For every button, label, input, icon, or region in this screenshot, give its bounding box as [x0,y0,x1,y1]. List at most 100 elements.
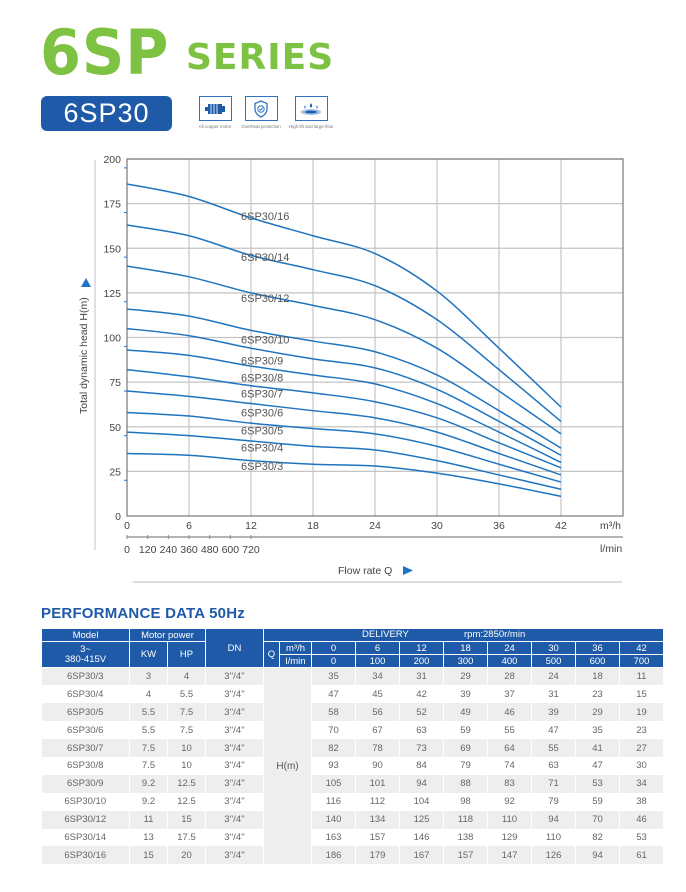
table-row: 6SP30/6 5.5 7.5 3''/4'' 70 67 63 59 55 47 35 23 [41,721,665,740]
cell-head: 55 [531,739,576,757]
cell-head: 74 [487,756,532,775]
feature-label: High lift and large flow [288,124,334,129]
plot-area [126,158,624,517]
cell-head: 18 [575,667,620,686]
cell-head: 29 [443,667,488,686]
curve-label: 6SP30/12 [241,293,289,305]
cell-head: 46 [619,810,665,829]
cell-head: 29 [575,703,620,722]
cell-kw: 7.5 [129,756,168,775]
cell-head: 59 [443,721,488,740]
table-row: 6SP30/12 11 15 3''/4'' 140 134 125 118 110 94 70 46 [41,810,665,829]
flow-lmin: 700 [618,654,665,668]
curve-label: 6SP30/14 [241,252,289,264]
cell-head: 69 [443,739,488,757]
x-tick-label: 36 [493,520,505,532]
curve-label: 6SP30/8 [241,373,283,385]
x-tick-label: 30 [431,520,443,532]
y-tick-label: 75 [109,377,121,389]
cell-hp: 20 [167,846,206,865]
table-row: 6SP30/16 15 20 3''/4'' 186 179 167 157 147 126 94 6… [41,846,665,865]
cell-head: 116 [311,792,356,811]
cell-kw: 9.2 [129,792,168,811]
x-tick-label: 42 [555,520,567,532]
flow-m3h: 0 [311,641,356,655]
x-axis-title: Flow rate Q [338,565,392,577]
cell-kw: 9.2 [129,774,168,793]
header-kw: KW [129,641,168,668]
cell-dn: 3''/4'' [205,739,264,757]
cell-head: 59 [575,792,620,811]
pump-curve [126,349,562,464]
curve-label: 6SP30/6 [241,407,283,419]
cell-model: 6SP30/14 [41,828,130,847]
cell-dn: 3''/4'' [205,756,264,775]
cell-dn: 3''/4'' [205,828,264,847]
y-tick-label: 125 [103,288,121,300]
cell-head: 55 [487,721,532,740]
head-unit-label: H(m) [263,667,312,865]
cell-head: 56 [355,703,400,722]
cell-head: 46 [487,703,532,722]
cell-head: 138 [443,828,488,847]
cell-head: 47 [311,685,356,704]
x-tick-label: 24 [369,520,381,532]
flow-lmin: 300 [443,654,488,668]
cell-head: 47 [531,721,576,740]
pump-curve [126,452,562,498]
cell-head: 64 [487,739,532,757]
cell-head: 31 [399,667,444,686]
header-q: Q [263,641,280,668]
cell-hp: 12.5 [167,774,206,793]
table-row: 6SP30/14 13 17.5 3''/4'' 163 157 146 138 129 110 8… [41,828,665,847]
flow-m3h: 24 [487,641,532,655]
pump-curve [126,265,562,435]
x2-unit-label: l/min [600,543,622,555]
cell-dn: 3''/4'' [205,685,264,704]
cell-head: 49 [443,703,488,722]
x2-tick-label: 120 [139,544,157,556]
water-flow-icon [294,96,328,121]
curve-label: 6SP30/7 [241,389,283,401]
cell-head: 28 [487,667,532,686]
pump-curve [126,431,562,490]
curve-label: 6SP30/16 [241,211,289,223]
feature-high-lift: High lift and large flow [281,96,341,129]
cell-head: 94 [575,846,620,865]
curve-label: 6SP30/10 [241,334,289,346]
cell-head: 42 [399,685,444,704]
cell-dn: 3''/4'' [205,667,264,686]
chart-labels: 6SP30/16 6SP30/14 6SP30/12 6SP30/10 6SP30/9 6… [241,211,289,473]
cell-head: 58 [311,703,356,722]
cell-model: 6SP30/3 [41,667,130,686]
x-tick-label: 12 [245,520,257,532]
cell-head: 70 [311,721,356,740]
table-row: 6SP30/8 7.5 10 3''/4'' 93 90 84 79 74 63 47 30 [41,756,665,775]
feature-label: Overheat protection [241,124,281,129]
performance-title: PERFORMANCE DATA 50Hz [41,605,245,622]
cell-head: 35 [311,667,356,686]
curve-label: 6SP30/9 [241,356,283,368]
cell-head: 101 [355,774,400,793]
cell-hp: 7.5 [167,703,206,722]
y-axis-title: Total dynamic head H(m) [78,297,90,414]
feature-overheat-protection: Overheat protection [231,96,291,129]
cell-head: 19 [619,703,665,722]
pump-curve-chart: 6SP30/16 6SP30/14 6SP30/12 6SP30/10 6SP30/9 6… [78,154,624,583]
cell-head: 93 [311,756,356,775]
cell-head: 35 [575,721,620,740]
cell-head: 94 [399,774,444,793]
cell-head: 73 [399,739,444,757]
cell-dn: 3''/4'' [205,846,264,865]
cell-head: 179 [355,846,400,865]
cell-head: 83 [487,774,532,793]
x2-tick-label: 480 [201,544,219,556]
cell-head: 140 [311,810,356,829]
cell-kw: 4 [129,685,168,704]
cell-head: 39 [531,703,576,722]
x2-tick-label: 0 [124,544,130,556]
cell-head: 110 [487,810,532,829]
curve-label: 6SP30/3 [241,461,283,473]
cell-head: 129 [487,828,532,847]
cell-hp: 17.5 [167,828,206,847]
